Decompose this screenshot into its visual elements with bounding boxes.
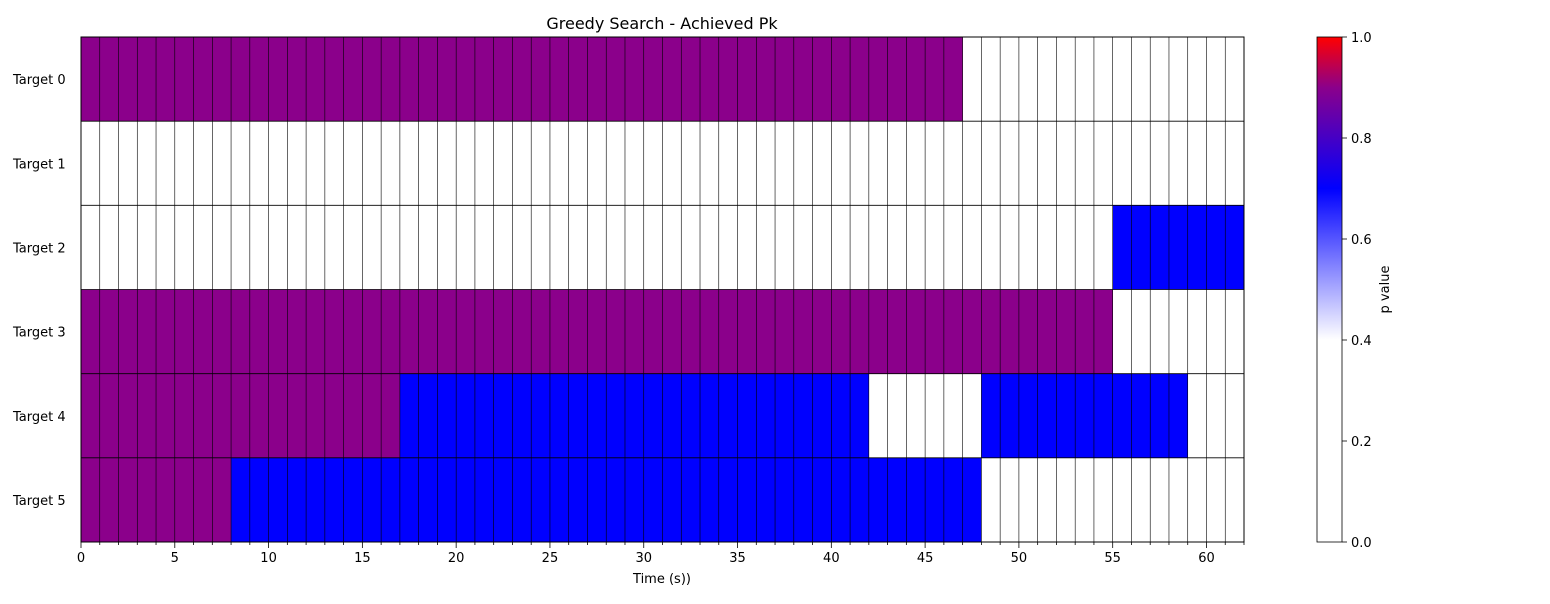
- colorbar-tick-label: 0.4: [1351, 334, 1372, 349]
- colorbar-tick-label: 0.8: [1351, 132, 1372, 147]
- x-axis-label: Time (s)): [632, 572, 691, 587]
- y-tick-label: Target 3: [12, 326, 66, 341]
- x-axis: 0 5 10 15 20 25 30 35 40 45 50 55 60: [77, 542, 1245, 566]
- y-tick-label: Target 5: [12, 494, 66, 509]
- y-axis: Target 0 Target 1 Target 2 Target 3 Target 4…: [12, 73, 66, 509]
- y-tick-label: Target 1: [12, 157, 66, 172]
- heatmap-cell-target-4: [399, 373, 869, 458]
- heatmap-cell-target-3: [81, 289, 1113, 374]
- x-tick-label: 5: [171, 551, 179, 566]
- x-tick-label: 60: [1198, 551, 1215, 566]
- x-tick-label: 55: [1104, 551, 1121, 566]
- x-tick-label: 50: [1011, 551, 1028, 566]
- heatmap-cell-target-2: [1112, 205, 1244, 290]
- colorbar-label: p value: [1378, 266, 1393, 314]
- y-tick-label: Target 4: [12, 410, 66, 425]
- x-tick-label: 20: [448, 551, 465, 566]
- x-tick-label: 10: [260, 551, 277, 566]
- y-tick-label: Target 0: [12, 73, 66, 88]
- colorbar-tick-label: 0.0: [1351, 536, 1372, 551]
- colorbar: 0.0 0.2 0.4 0.6 0.8 1.0: [1316, 31, 1372, 551]
- x-tick-label: 35: [729, 551, 746, 566]
- colorbar-tick-label: 1.0: [1351, 31, 1372, 46]
- heatmap-cell-target-0: [81, 37, 963, 122]
- y-tick-label: Target 2: [12, 241, 66, 256]
- heatmap-cell-target-4: [981, 373, 1188, 458]
- x-tick-label: 0: [77, 551, 85, 566]
- x-tick-label: 25: [542, 551, 559, 566]
- x-tick-label: 30: [635, 551, 652, 566]
- x-tick-label: 45: [917, 551, 934, 566]
- chart-title: Greedy Search - Achieved Pk: [546, 14, 778, 33]
- colorbar-tick-label: 0.2: [1351, 435, 1372, 450]
- x-tick-label: 15: [354, 551, 371, 566]
- x-tick-label: 40: [823, 551, 840, 566]
- colorbar-gradient: [1316, 36, 1343, 543]
- colorbar-tick-label: 0.6: [1351, 233, 1372, 248]
- heatmap-cell-target-4: [81, 373, 400, 458]
